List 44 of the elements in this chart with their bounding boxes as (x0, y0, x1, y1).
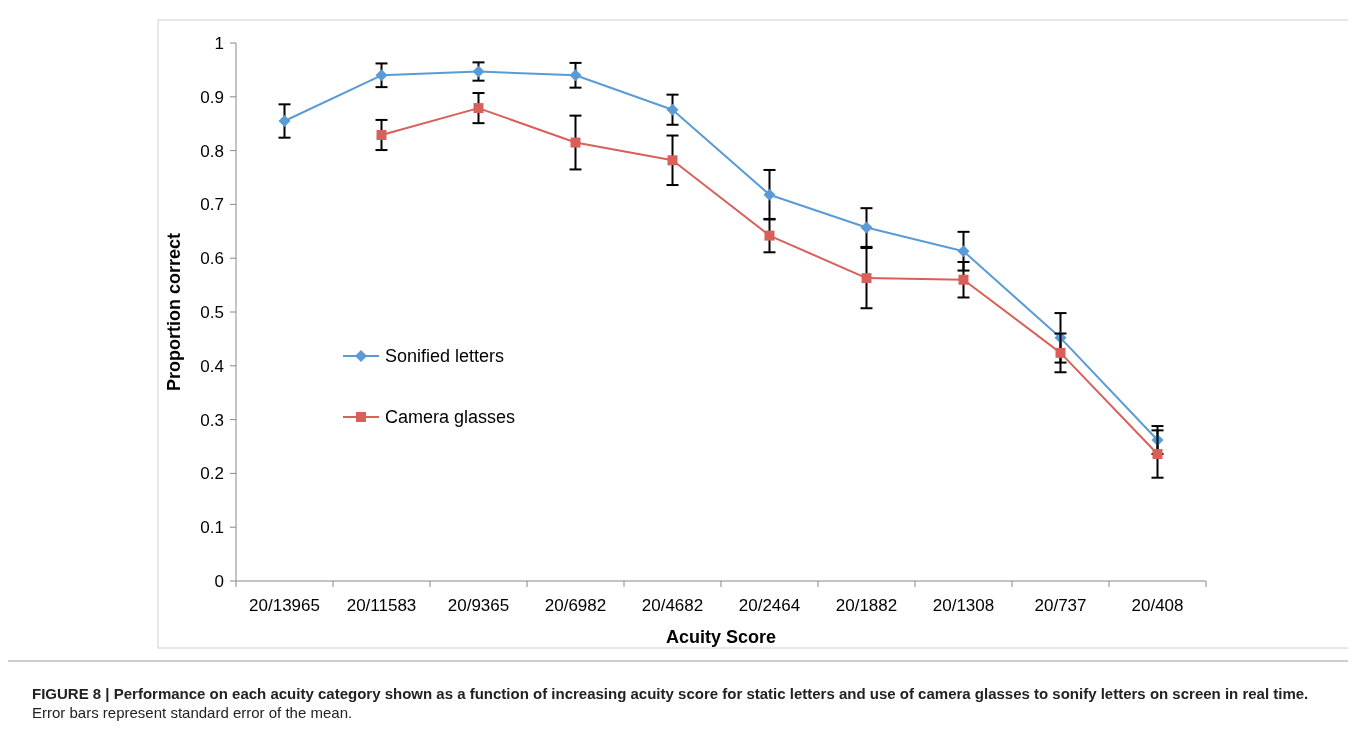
point (376, 130, 387, 140)
x-tick-label: 20/1882 (835, 596, 898, 615)
point (472, 65, 485, 78)
point (860, 221, 873, 234)
x-tick-label: 20/408 (1131, 596, 1184, 615)
point (570, 137, 581, 148)
y-tick-label: 0.2 (200, 464, 224, 484)
point (1055, 347, 1066, 358)
y-axis-title: Proportion correct (164, 232, 184, 392)
y-tick-label: 0.1 (200, 518, 224, 538)
x-tick-label: 20/11583 (346, 596, 417, 615)
legend-label: Sonified letters (385, 346, 505, 367)
point (278, 115, 291, 128)
y-tick-label: 0.3 (200, 410, 224, 430)
text: FIGURE 8 | Performance on each acuity category shown as a function of increasing acuity score for static letters and use of camera glasses to sonify letters on screen in real time. (32, 685, 1309, 702)
y-tick-label: 0.6 (200, 249, 224, 269)
y-tick-label: 1 (214, 33, 224, 53)
y-tick-label: 0.9 (200, 87, 224, 107)
point (861, 273, 872, 284)
point (764, 230, 775, 241)
x-axis-title: Acuity Score (665, 627, 777, 647)
point (958, 274, 969, 285)
y-tick-label: 0.7 (200, 195, 224, 215)
y-tick-label: 0.4 (200, 356, 224, 376)
x-tick-label: 20/13965 (249, 596, 320, 615)
y-tick-label: 0 (214, 571, 224, 591)
text: Error bars represent standard error of the mean. (32, 704, 353, 721)
point (375, 69, 388, 82)
point (667, 155, 678, 166)
point (1152, 449, 1163, 460)
point (666, 103, 679, 116)
x-tick-label: 20/9365 (447, 596, 510, 615)
x-tick-label: 20/1308 (932, 596, 995, 615)
x-tick-label: 20/2464 (738, 596, 801, 615)
point (569, 69, 582, 82)
x-tick-label: 20/4682 (641, 596, 704, 615)
legend-label: Camera glasses (385, 407, 516, 428)
y-tick-label: 0.8 (200, 141, 224, 161)
y-tick-label: 0.5 (200, 302, 224, 322)
point (957, 245, 970, 258)
x-tick-label: 20/6982 (544, 596, 607, 615)
x-tick-label: 20/737 (1034, 596, 1087, 615)
point (473, 103, 484, 114)
point (763, 188, 776, 201)
